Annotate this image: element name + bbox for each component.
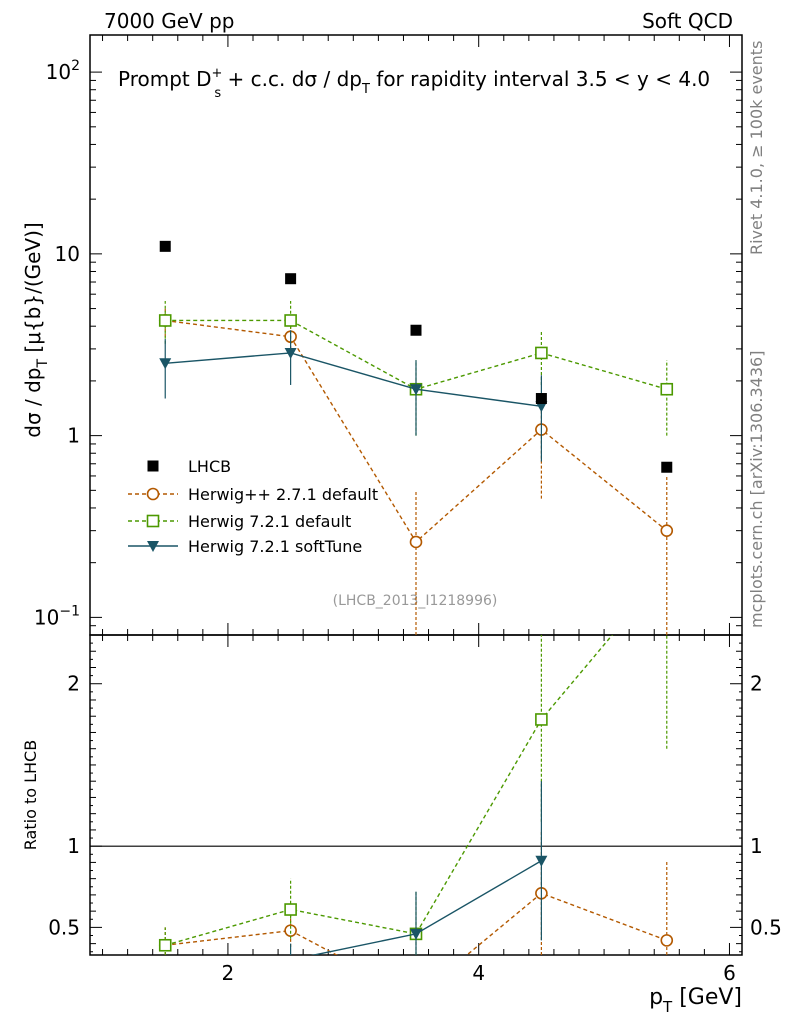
data-point-lhcb bbox=[159, 240, 171, 252]
ratio-point-herwig-721-softtune bbox=[535, 855, 548, 867]
ratio-ticks bbox=[90, 634, 742, 955]
ratio-line-herwig-721-softtune bbox=[310, 860, 542, 955]
analysis-label: (LHCB_2013_I1218996) bbox=[333, 593, 498, 609]
data-point-lhcb bbox=[661, 461, 673, 473]
main-data-layer bbox=[158, 240, 674, 635]
data-point-herwig-721-softtune bbox=[410, 384, 422, 396]
data-point-herwig-721-default bbox=[284, 314, 297, 327]
y-tick-label: 10 bbox=[55, 242, 80, 266]
ratio-tick-label: 0.5 bbox=[48, 915, 80, 939]
data-point-herwig-721-softtune bbox=[159, 358, 172, 370]
legend-label-lhcb: LHCB bbox=[188, 457, 231, 476]
legend-marker-herwigpp-271 bbox=[146, 487, 160, 501]
data-point-herwig-721-softtune bbox=[284, 347, 297, 359]
ratio-point-herwig-721-default bbox=[284, 903, 297, 916]
data-point-herwig-721-default bbox=[535, 346, 548, 360]
ratio-tick-label-right: 2 bbox=[750, 672, 763, 696]
legend-label-herwig721: Herwig 7.2.1 default bbox=[188, 512, 351, 531]
header-right: Soft QCD bbox=[642, 9, 733, 33]
y-tick-label: 102 bbox=[46, 58, 80, 84]
ratio-point-herwig-721-softtune bbox=[410, 928, 422, 940]
legend-marker-herwig-721-softtune bbox=[147, 541, 159, 552]
y-tick-label: 1 bbox=[67, 424, 80, 448]
y-tick-label: 10−1 bbox=[34, 603, 80, 629]
data-point-herwig-721-default bbox=[660, 382, 674, 396]
ratio-data-layer bbox=[158, 635, 674, 955]
legend-marker-lhcb bbox=[147, 460, 159, 472]
ratio-axis-label: Ratio to LHCB bbox=[21, 740, 40, 850]
ratio-point-herwig-721-default bbox=[535, 713, 548, 726]
ratio-point-herwigpp-271 bbox=[660, 934, 674, 947]
ratio-point-herwig-721-default bbox=[158, 938, 172, 952]
main-ticks bbox=[90, 35, 742, 636]
ratio-line-herwigpp-271 bbox=[165, 892, 668, 955]
x-tick-label: 6 bbox=[723, 961, 736, 985]
legend-label-softtune: Herwig 7.2.1 softTune bbox=[188, 537, 362, 556]
chart-title: Prompt D+ s + c.c. dσ / dpT for rapidity … bbox=[118, 66, 710, 101]
data-point-herwigpp-271 bbox=[660, 524, 674, 537]
y-axis-label: dσ / dpT [μ{b}/(GeV)] bbox=[21, 222, 51, 437]
x-tick-label: 4 bbox=[472, 961, 485, 985]
ratio-tick-label: 2 bbox=[67, 672, 80, 696]
ratio-tick-label: 1 bbox=[67, 834, 80, 858]
ratio-tick-label-right: 0.5 bbox=[750, 915, 782, 939]
data-point-lhcb bbox=[535, 393, 547, 405]
data-point-lhcb bbox=[410, 324, 422, 336]
mcplots-note: mcplots.cern.ch [arXiv:1306.3436] bbox=[747, 351, 766, 628]
legend-label-herwigpp: Herwig++ 2.7.1 default bbox=[188, 485, 378, 504]
ratio-tick-label-right: 1 bbox=[750, 834, 763, 858]
data-point-herwig-721-default bbox=[158, 314, 172, 327]
x-axis-label: pT [GeV] bbox=[649, 985, 742, 1016]
data-point-herwig-721-softtune bbox=[535, 401, 548, 413]
legend-marker-herwig-721-default bbox=[146, 514, 160, 528]
data-point-lhcb bbox=[285, 273, 297, 285]
ratio-line-herwig-721-default bbox=[165, 635, 614, 946]
legend: LHCB Herwig++ 2.7.1 default Herwig 7.2.1… bbox=[128, 457, 378, 556]
rivet-note: Rivet 4.1.0, ≥ 100k events bbox=[747, 41, 766, 255]
series-line-herwig-721-softtune bbox=[165, 352, 542, 407]
data-point-herwigpp-271 bbox=[409, 535, 423, 549]
x-tick-label: 2 bbox=[222, 961, 235, 985]
header-left: 7000 GeV pp bbox=[104, 9, 235, 33]
